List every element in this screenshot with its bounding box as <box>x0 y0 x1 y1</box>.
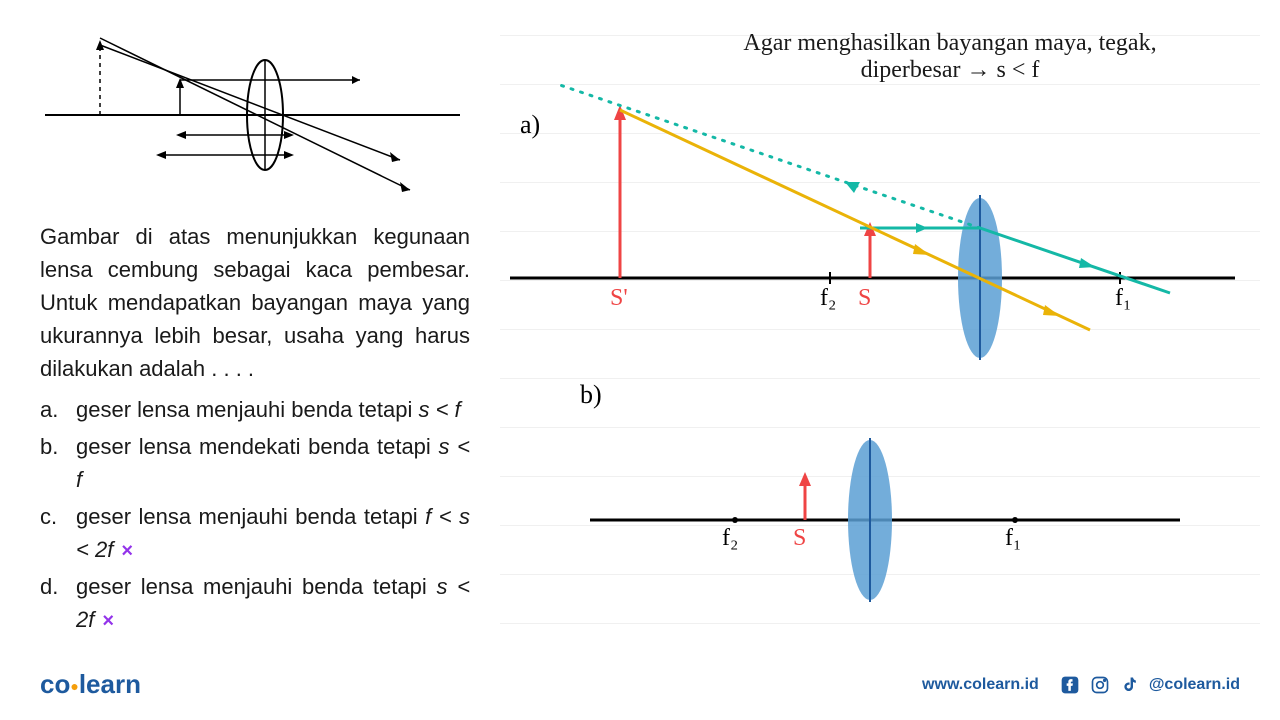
facebook-icon <box>1059 674 1081 696</box>
original-lens-diagram <box>40 30 460 205</box>
label-b: b) <box>580 380 602 410</box>
label-f2-a: f₂ <box>820 285 836 312</box>
tiktok-icon <box>1119 674 1141 696</box>
question-panel: Gambar di atas menunjukkan kegunaan lens… <box>40 30 470 640</box>
logo-co: co <box>40 669 70 699</box>
footer-url: www.colearn.id <box>922 676 1039 694</box>
option-d: d. geser lensa menjauhi benda tetapi s <… <box>40 570 470 636</box>
solution-panel: Agar menghasilkan bayangan maya, tegak, … <box>500 0 1260 660</box>
footer-right: www.colearn.id @colearn.id <box>922 674 1240 696</box>
instagram-icon <box>1089 674 1111 696</box>
label-s-b: S <box>793 525 806 552</box>
label-f1-b: f₁ <box>1005 525 1021 552</box>
question-text: Gambar di atas menunjukkan kegunaan lens… <box>40 220 470 385</box>
logo-learn: learn <box>79 669 141 699</box>
option-a: a. geser lensa menjauhi benda tetapi s <… <box>40 393 470 426</box>
logo-dot: ● <box>70 678 78 694</box>
logo: co●learn <box>40 669 141 700</box>
label-f1-a: f₁ <box>1115 285 1131 312</box>
options-list: a. geser lensa menjauhi benda tetapi s <… <box>40 393 470 636</box>
label-f2-b: f₂ <box>722 525 738 552</box>
option-c: c. geser lensa menjauhi benda tetapi f <… <box>40 500 470 566</box>
label-s-prime: S' <box>610 285 628 312</box>
diagram-b <box>500 420 1260 620</box>
footer: co●learn www.colearn.id @colearn.id <box>40 669 1240 700</box>
option-b: b. geser lensa mendekati benda tetapi s … <box>40 430 470 496</box>
label-s-a: S <box>858 285 871 312</box>
social-icons: @colearn.id <box>1059 674 1240 696</box>
footer-handle: @colearn.id <box>1149 676 1240 694</box>
